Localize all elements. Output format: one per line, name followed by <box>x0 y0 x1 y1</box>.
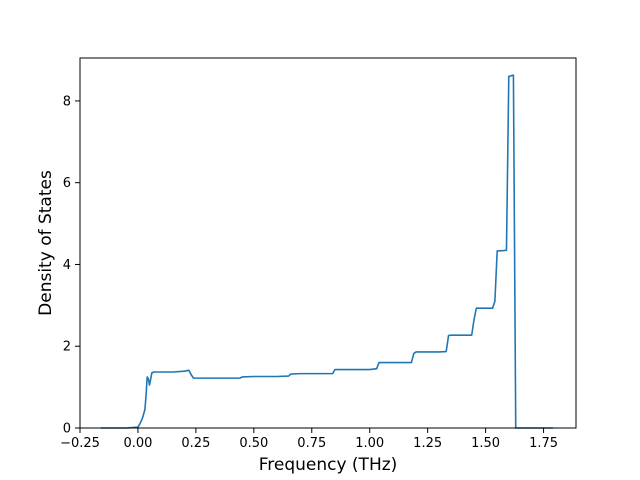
y-axis-label: Density of States <box>36 170 56 316</box>
x-tick-label: 1.75 <box>529 436 558 451</box>
dos-series-line <box>100 74 553 429</box>
y-tick-label: 8 <box>63 94 71 109</box>
plot-background <box>80 58 576 428</box>
y-tick-label: 4 <box>63 258 71 273</box>
x-tick-label: −0.25 <box>60 436 100 451</box>
x-axis-ticks: −0.25 0.00 0.25 0.50 0.75 1.00 1.25 1.50 1.75 <box>60 428 558 451</box>
x-tick-label: 1.25 <box>413 436 442 451</box>
y-axis-ticks: 0 2 4 6 8 <box>63 94 80 437</box>
y-tick-label: 0 <box>63 422 71 437</box>
x-tick-label: 1.50 <box>471 436 500 451</box>
x-axis-label: Frequency (THz) <box>259 455 398 475</box>
y-tick-label: 6 <box>63 176 71 191</box>
x-tick-label: 0.25 <box>181 436 210 451</box>
x-tick-label: 0.50 <box>239 436 268 451</box>
plot-frame <box>79 57 577 429</box>
x-tick-label: 0.00 <box>123 436 152 451</box>
x-tick-label: 0.75 <box>297 436 326 451</box>
x-tick-label: 1.00 <box>355 436 384 451</box>
y-tick-label: 2 <box>63 340 71 355</box>
series-layer <box>100 74 553 429</box>
